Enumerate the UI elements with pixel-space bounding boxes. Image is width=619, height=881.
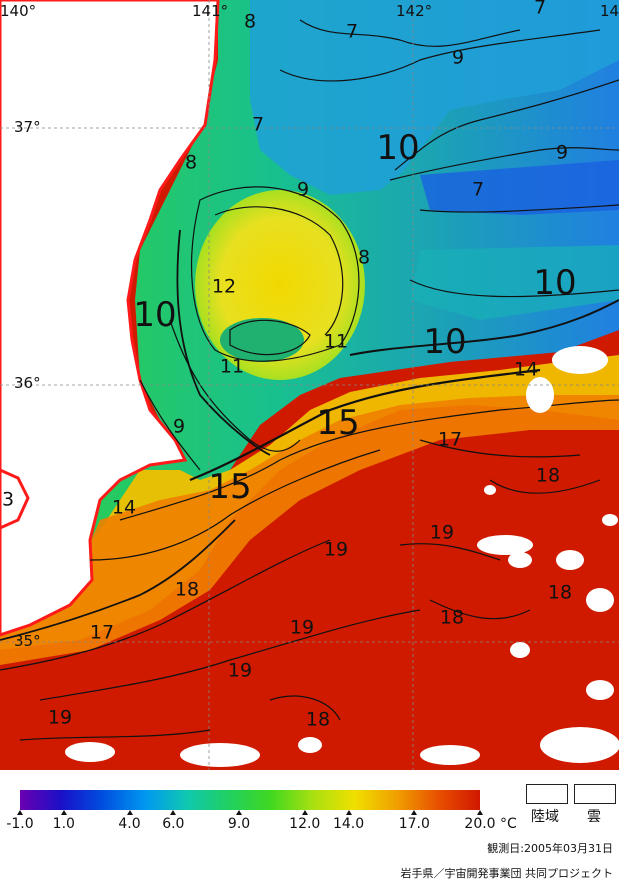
isotherm-label: 9	[296, 178, 310, 201]
land-swatch	[526, 784, 568, 804]
color-scale-tick-label: -1.0	[6, 816, 34, 832]
isotherm-label: 19	[323, 538, 349, 561]
sea-surface-temperature-map	[0, 0, 619, 770]
isotherm-label: 19	[429, 521, 455, 544]
isotherm-label: 10	[533, 263, 577, 303]
isotherm-label: 17	[437, 428, 463, 451]
latitude-label: 35°	[14, 632, 41, 650]
land-label: 陸域	[531, 809, 559, 825]
isotherm-label: 17	[89, 621, 115, 644]
eddy-core	[220, 318, 304, 362]
isotherm-label: 18	[305, 708, 331, 731]
isotherm-label: 8	[357, 246, 371, 269]
isotherm-label: 10	[133, 295, 177, 335]
peninsula	[0, 468, 30, 530]
color-scale-bar	[20, 790, 480, 810]
isotherm-label: 10	[376, 128, 420, 168]
color-scale-tick	[126, 810, 133, 815]
isotherm-label: 14	[111, 496, 137, 519]
color-scale-tick	[301, 810, 308, 815]
orange-band	[0, 395, 619, 665]
color-scale-tick-label: 4.0	[118, 816, 141, 832]
color-scale-tick-label: 12.0	[289, 816, 321, 832]
isotherm-contours	[0, 19, 619, 741]
isotherm-label: 9	[172, 415, 186, 438]
color-scale-tick-label: 17.0	[398, 816, 430, 832]
color-scale-tick-label: 20.0	[464, 816, 496, 832]
color-scale-gradient	[20, 790, 480, 810]
color-scale-tick-label: 1.0	[52, 816, 75, 832]
cold-tongue-deep	[420, 160, 619, 215]
coordinate-grid	[0, 0, 619, 770]
isotherm-label: 7	[533, 0, 547, 19]
isotherm-label: 9	[555, 141, 569, 164]
longitude-label: 142°	[396, 2, 433, 20]
isotherm-label: 12	[211, 275, 237, 298]
cloud-swatch	[574, 784, 616, 804]
isotherm-label: 8	[184, 151, 198, 174]
longitude-label: 143°	[600, 2, 619, 20]
land-mass	[0, 0, 220, 637]
isotherm-label: 7	[471, 178, 485, 201]
isotherm-label: 11	[219, 355, 245, 378]
isotherm-label: 15	[316, 403, 360, 443]
color-scale-tick	[170, 810, 177, 815]
isotherm-label: 19	[227, 659, 253, 682]
color-scale-tick-label: 14.0	[332, 816, 365, 832]
isotherm-label: 14	[513, 358, 539, 381]
longitude-label: 140°	[0, 2, 37, 20]
isotherm-label: 8	[243, 10, 257, 33]
isotherm-label: 18	[439, 606, 465, 629]
cloud-patches	[65, 346, 619, 767]
isotherm-label: 9	[451, 46, 465, 69]
color-scale-tick	[345, 810, 352, 815]
isotherm-label: 11	[323, 330, 349, 353]
isotherm-label: 18	[547, 581, 573, 604]
cold-tongue-deep-2	[410, 245, 619, 320]
color-scale-tick-label: 6.0	[162, 816, 185, 832]
color-scale-tick	[477, 810, 483, 815]
isotherm-label: 19	[47, 706, 73, 729]
isotherm-label: 7	[345, 20, 359, 43]
color-scale-tick	[60, 810, 67, 815]
isotherm-label: 3	[1, 488, 15, 511]
latitude-label: 37°	[14, 118, 41, 136]
cloud-label: 雲	[587, 809, 601, 825]
color-scale-tick	[17, 810, 23, 815]
isotherm-label: 10	[423, 322, 467, 362]
color-scale-tick	[236, 810, 243, 815]
isotherm-label: 7	[251, 113, 265, 136]
isotherm-label: 19	[289, 616, 315, 639]
cold-tongue	[250, 0, 619, 195]
isotherm-label: 15	[208, 467, 252, 507]
isotherm-label: 18	[174, 578, 200, 601]
observation-date: 観測日:2005年03月31日	[487, 842, 613, 855]
temperature-unit: °C	[500, 816, 517, 832]
color-scale-tick	[411, 810, 418, 815]
longitude-label: 141°	[192, 2, 229, 20]
isotherm-label: 18	[535, 464, 561, 487]
latitude-label: 36°	[14, 374, 41, 392]
legend-panel: -1.0 1.0 4.0 6.0 9.0 12.0 14.0 17.0 20.0 °C 陸域 雲…	[0, 770, 619, 881]
color-scale-tick-label: 9.0	[227, 816, 251, 832]
credit-line: 岩手県／宇宙開発事業団 共同プロジェクト	[400, 867, 614, 880]
